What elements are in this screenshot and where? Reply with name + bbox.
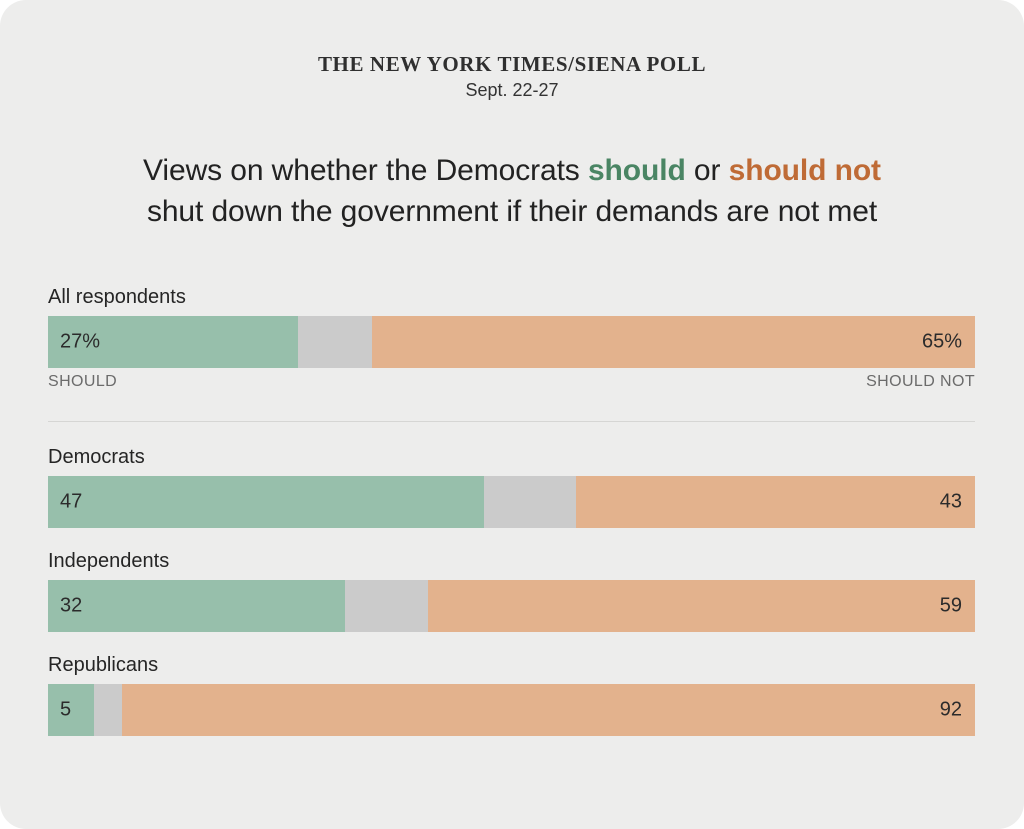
poll-source-kicker: THE NEW YORK TIMES/SIENA POLL bbox=[317, 52, 707, 76]
bar-segment-should-not: 65% bbox=[372, 316, 975, 368]
bar-segment-should: 47 bbox=[48, 476, 484, 528]
bar-segment-should-value: 47 bbox=[60, 490, 83, 513]
bar-group: All respondents 27% 65% SHOULD SHOULD NOT bbox=[48, 286, 975, 399]
bar-group-label: All respondents bbox=[48, 286, 186, 308]
bar-segment-should: 32 bbox=[48, 580, 345, 632]
title-text-part-2: or bbox=[685, 154, 729, 187]
bar-segment-neither bbox=[298, 316, 373, 368]
bar-segment-neither bbox=[483, 476, 577, 528]
endcap-label-should: SHOULD bbox=[48, 373, 118, 390]
bar-endcap-legend: SHOULD SHOULD NOT bbox=[48, 373, 975, 399]
chart-plot-area: All respondents 27% 65% SHOULD SHOULD NOT Dem… bbox=[48, 286, 975, 736]
stacked-bar[interactable]: 27% 65% bbox=[48, 316, 975, 368]
stacked-bar[interactable]: 32 59 bbox=[48, 580, 975, 632]
stacked-bar[interactable]: 5 92 bbox=[48, 684, 975, 736]
bar-segment-should-value: 32 bbox=[60, 594, 83, 617]
bar-segment-should-not-value: 43 bbox=[939, 490, 962, 513]
bar-group: Republicans 5 92 bbox=[48, 654, 975, 736]
bar-segment-should: 5 bbox=[48, 684, 95, 736]
poll-date-range: Sept. 22-27 bbox=[465, 80, 559, 101]
bar-segment-should-not-value: 59 bbox=[939, 594, 962, 617]
bar-group-label: Republicans bbox=[48, 654, 159, 676]
endcap-label-should-not: SHOULD NOT bbox=[866, 373, 975, 390]
bar-segment-should-not: 59 bbox=[428, 580, 975, 632]
bar-group-label: Democrats bbox=[48, 446, 145, 468]
row-spacer bbox=[48, 528, 975, 550]
title-highlight-should-not: should not bbox=[728, 154, 881, 187]
bar-segment-should-value: 27% bbox=[60, 330, 101, 353]
bar-segment-should-not: 92 bbox=[122, 684, 975, 736]
bar-segment-neither bbox=[94, 684, 123, 736]
row-spacer bbox=[48, 632, 975, 654]
chart-title: Views on whether the Democrats should or… bbox=[0, 150, 1024, 232]
stacked-bar[interactable]: 47 43 bbox=[48, 476, 975, 528]
bar-segment-should-not-value: 92 bbox=[939, 698, 962, 721]
bar-segment-should-value: 5 bbox=[60, 698, 72, 721]
bar-segment-neither bbox=[344, 580, 429, 632]
title-text-part-1: Views on whether the Democrats bbox=[143, 154, 588, 187]
section-divider bbox=[48, 421, 975, 422]
title-line-2: shut down the government if their demand… bbox=[146, 195, 878, 228]
bar-group-label: Independents bbox=[48, 550, 170, 572]
bar-group: Democrats 47 43 bbox=[48, 446, 975, 528]
bar-segment-should-not-value: 65% bbox=[921, 330, 962, 353]
title-line-1: Views on whether the Democrats should or… bbox=[143, 154, 881, 187]
bar-segment-should-not: 43 bbox=[576, 476, 975, 528]
title-highlight-should: should bbox=[587, 154, 686, 187]
bar-group: Independents 32 59 bbox=[48, 550, 975, 632]
bar-segment-should: 27% bbox=[48, 316, 299, 368]
chart-header: THE NEW YORK TIMES/SIENA POLL Sept. 22-2… bbox=[0, 52, 1024, 102]
